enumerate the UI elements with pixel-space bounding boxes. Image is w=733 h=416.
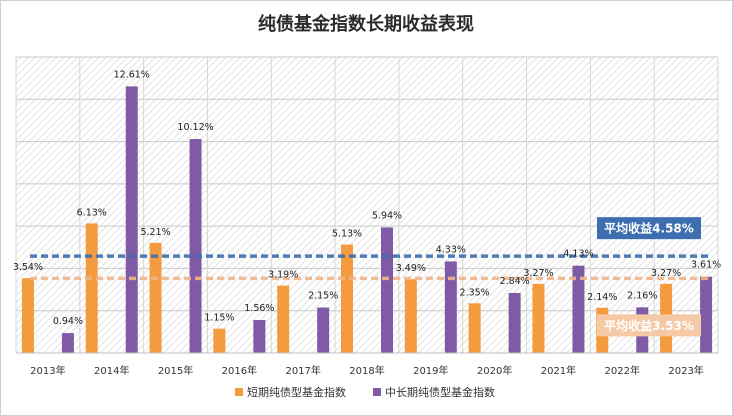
bar-short-term bbox=[149, 242, 162, 353]
bar-mid-long-term bbox=[125, 86, 138, 353]
reference-lines: 平均收益4.58% 平均收益3.53% bbox=[30, 217, 712, 337]
bar-mid-long-term bbox=[572, 265, 585, 353]
bar-mid-long-term bbox=[61, 333, 74, 353]
bar-mid-long-term bbox=[444, 261, 457, 353]
data-label-short-term: 5.13% bbox=[332, 229, 362, 240]
x-tick-label: 2023年 bbox=[668, 364, 703, 377]
bar-mid-long-term bbox=[700, 276, 713, 353]
bar-short-term bbox=[468, 303, 481, 353]
data-label-mid-long-term: 3.61% bbox=[691, 260, 721, 271]
reference-label: 平均收益3.53% bbox=[604, 318, 694, 333]
x-axis: 2013年 2014年 2015年 2016年 2017年 2018年 2019年 2020年… bbox=[16, 352, 718, 377]
plot-area bbox=[16, 57, 718, 353]
legend-swatch bbox=[235, 388, 243, 396]
data-label-mid-long-term: 4.13% bbox=[563, 249, 593, 260]
legend-swatch bbox=[373, 388, 381, 396]
x-tick-label: 2018年 bbox=[349, 364, 384, 377]
data-label-mid-long-term: 12.61% bbox=[114, 69, 150, 80]
legend-item-short-term: 短期纯债型基金指数 bbox=[235, 385, 346, 399]
reference-label: 平均收益4.58% bbox=[604, 221, 694, 236]
bar-short-term bbox=[404, 279, 417, 353]
data-label-mid-long-term: 4.33% bbox=[436, 244, 466, 255]
bar-mid-long-term bbox=[253, 320, 266, 353]
data-label-mid-long-term: 10.12% bbox=[177, 122, 213, 133]
data-label-short-term: 5.21% bbox=[140, 227, 170, 238]
reference-label-box bbox=[597, 314, 701, 337]
x-tick-label: 2021年 bbox=[541, 364, 576, 377]
x-tick-label: 2019年 bbox=[413, 364, 448, 377]
bar-short-term bbox=[277, 285, 290, 353]
x-tick-label: 2016年 bbox=[222, 364, 257, 377]
data-label-mid-long-term: 5.94% bbox=[372, 210, 402, 221]
bars bbox=[21, 86, 713, 353]
bar-short-term bbox=[341, 244, 353, 353]
legend-item-mid-long-term: 中长期纯债型基金指数 bbox=[373, 385, 495, 399]
data-label-mid-long-term: 2.84% bbox=[500, 276, 530, 287]
data-label-short-term: 2.35% bbox=[460, 287, 490, 298]
x-tick-label: 2013年 bbox=[30, 364, 65, 377]
x-tick-label: 2022年 bbox=[605, 364, 640, 377]
bar-mid-long-term bbox=[317, 307, 330, 353]
data-label-short-term: 3.54% bbox=[13, 262, 43, 273]
data-label-short-term: 3.19% bbox=[268, 270, 298, 281]
bar-short-term bbox=[85, 223, 98, 353]
bar-mid-long-term bbox=[508, 292, 521, 353]
chart-title: 纯债基金指数长期收益表现 bbox=[258, 13, 474, 35]
data-label-short-term: 6.13% bbox=[77, 207, 107, 218]
data-labels: 3.54% 0.94% 6.13% 12.61% 5.21% 10.12% 1.15% 1.5… bbox=[13, 69, 721, 327]
bar-short-term bbox=[21, 278, 34, 353]
x-tick-label: 2017年 bbox=[285, 364, 320, 377]
bar-short-term bbox=[213, 328, 226, 353]
data-label-short-term: 2.14% bbox=[587, 292, 617, 303]
legend-label: 短期纯债型基金指数 bbox=[247, 385, 346, 399]
data-label-mid-long-term: 2.15% bbox=[308, 291, 338, 302]
legend-label: 中长期纯债型基金指数 bbox=[385, 385, 495, 399]
data-label-short-term: 1.15% bbox=[204, 313, 234, 324]
x-tick-label: 2015年 bbox=[158, 364, 193, 377]
data-label-mid-long-term: 2.16% bbox=[627, 290, 657, 301]
data-label-short-term: 3.27% bbox=[523, 268, 553, 279]
bar-mid-long-term bbox=[189, 139, 202, 353]
bar-mid-long-term bbox=[381, 227, 393, 353]
data-label-short-term: 3.27% bbox=[651, 268, 681, 279]
data-label-mid-long-term: 0.94% bbox=[53, 316, 83, 327]
bar-short-term bbox=[532, 283, 545, 353]
x-tick-label: 2020年 bbox=[477, 364, 512, 377]
reference-label-box bbox=[597, 217, 701, 240]
legend: 短期纯债型基金指数 中长期纯债型基金指数 bbox=[235, 385, 495, 399]
data-label-short-term: 3.49% bbox=[396, 263, 426, 274]
data-label-mid-long-term: 1.56% bbox=[244, 303, 274, 314]
x-tick-label: 2014年 bbox=[94, 364, 129, 377]
